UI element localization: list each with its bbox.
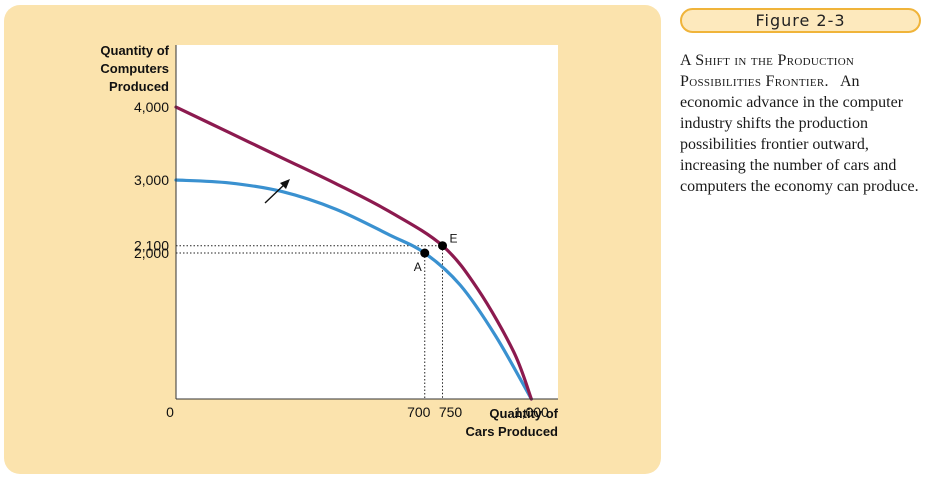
y-axis-title-line-1: Quantity of [100,43,169,58]
guide-lines [176,245,444,399]
point-A [420,248,430,258]
x-tick-label: 700 [407,404,431,420]
figure-caption: A Shift in the Production Possibilities … [680,50,920,197]
shift-arrow [264,182,287,204]
caption-title: A Shift in the Production Possibilities … [680,52,855,90]
y-axis-title-line-2: Computers [100,61,169,76]
curves [174,105,533,401]
ppf-curve-original [174,178,533,401]
x-tick-label: 750 [439,404,463,420]
x-axis-title-line-2: Cars Produced [466,424,559,439]
y-tick-label: 2,100 [134,238,169,254]
y-tick-label: 2,000 [134,245,169,261]
point-E [438,241,448,251]
ppf-curve-shifted [174,105,533,401]
y-tick-label: 3,000 [134,172,169,188]
caption-body: An economic advance in the computer indu… [680,73,919,195]
figure-number-badge: Figure 2-3 [680,8,921,33]
point-label-A: A [414,260,422,274]
point-label-E: E [450,232,458,246]
points: AE [414,232,458,274]
x-axis-title-line-1: Quantity of [489,406,558,421]
x-tick-label: 1,000 [514,404,549,420]
origin-label: 0 [166,404,174,420]
y-axis-title-line-3: Produced [109,79,169,94]
shift-arrow-head [280,179,290,189]
y-tick-label: 4,000 [134,99,169,115]
